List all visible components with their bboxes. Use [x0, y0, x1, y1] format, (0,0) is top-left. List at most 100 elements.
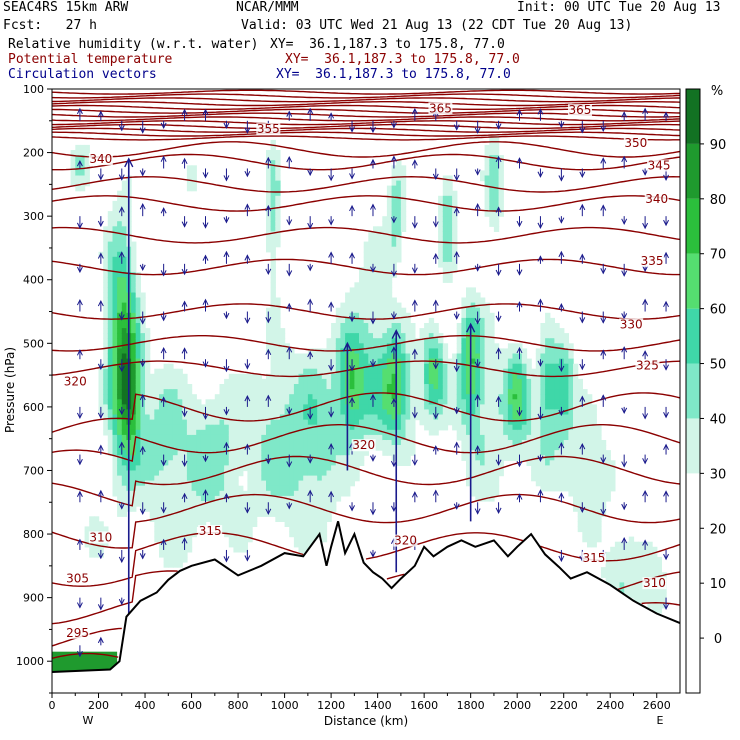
rh-cell — [177, 419, 183, 426]
rh-cell — [419, 353, 425, 360]
rh-cell — [331, 338, 337, 344]
theta-label-bg — [88, 153, 113, 166]
rh-cell — [503, 389, 509, 395]
rh-cell — [628, 567, 635, 573]
rh-cell — [493, 389, 500, 395]
rh-cell — [284, 511, 290, 517]
rh-cell — [219, 440, 225, 446]
rh-cell — [131, 353, 137, 360]
rh-cell — [382, 363, 388, 370]
theta-label: 310 — [89, 530, 112, 544]
rh-cell — [410, 429, 416, 436]
rh-cell — [526, 445, 532, 451]
rh-cell — [554, 414, 560, 421]
rh-cell — [233, 470, 239, 477]
rh-cell — [359, 338, 365, 344]
rh-cell — [628, 556, 635, 563]
rh-cell — [438, 221, 444, 227]
rh-cell — [400, 333, 407, 339]
rh-cell — [117, 216, 123, 222]
rh-cell — [117, 480, 123, 487]
rh-cell — [200, 506, 207, 512]
rh-cell — [131, 323, 137, 329]
rh-cell — [573, 506, 579, 512]
rh-cell — [563, 394, 569, 400]
rh-cell — [131, 384, 137, 390]
rh-cell — [233, 414, 239, 421]
rh-cell — [154, 404, 160, 411]
rh-cell — [386, 211, 393, 217]
rh-cell — [284, 516, 290, 522]
rh-cell — [452, 211, 458, 217]
rh-cell — [591, 495, 597, 502]
vector-arrowhead — [265, 394, 272, 401]
vector-arrowhead — [202, 172, 209, 179]
rh-cell — [512, 429, 518, 436]
rh-cell — [331, 378, 337, 385]
theta-contour — [52, 116, 680, 122]
rh-cell — [526, 363, 532, 370]
rh-cell — [605, 562, 611, 568]
rh-cell — [517, 440, 523, 446]
rh-cell — [493, 343, 500, 349]
rh-cell — [107, 256, 114, 263]
rh-cell — [503, 399, 509, 405]
rh-cell — [317, 475, 323, 482]
rh-cell — [293, 541, 300, 548]
field-vectors-xy: XY= 36.1,187.3 to 175.8, 77.0 — [276, 67, 511, 82]
rh-cell — [75, 155, 81, 161]
rh-cell — [107, 409, 114, 416]
rh-cell — [261, 450, 267, 456]
rh-cell — [317, 389, 323, 395]
rh-cell — [526, 414, 532, 421]
rh-cell — [419, 363, 425, 370]
rh-cell — [554, 343, 560, 349]
rh-cell — [335, 480, 342, 487]
rh-cell — [368, 434, 374, 441]
rh-cell — [196, 460, 202, 466]
vector-arrowhead — [495, 155, 502, 163]
rh-cell — [470, 368, 476, 375]
rh-cell — [131, 277, 137, 283]
rh-cell — [391, 323, 397, 329]
rh-cell — [545, 323, 551, 329]
theta-label: 320 — [64, 375, 87, 389]
rh-cell — [270, 190, 276, 197]
rh-cell — [405, 312, 411, 319]
vector-arrowhead — [411, 222, 418, 229]
rh-cell — [489, 338, 495, 344]
vector-arrowhead — [453, 313, 460, 320]
rh-cell — [224, 475, 230, 482]
rh-cell — [145, 460, 151, 466]
vector-arrowhead — [223, 122, 230, 130]
theta-contour — [52, 97, 680, 103]
rh-cell — [647, 562, 653, 568]
vector-arrowhead — [663, 251, 669, 259]
rh-cell — [103, 246, 109, 253]
rh-cell — [270, 389, 276, 395]
rh-cell — [382, 317, 388, 324]
rh-cell — [112, 475, 118, 482]
rh-cell — [345, 475, 351, 482]
rh-cell — [456, 343, 462, 349]
rh-cell — [168, 424, 174, 431]
rh-cell — [507, 394, 514, 400]
rh-cell — [270, 394, 276, 400]
rh-cell — [349, 465, 355, 472]
rh-cell — [303, 378, 309, 385]
rh-cell — [447, 190, 453, 197]
rh-cell — [554, 358, 560, 365]
rh-cell — [521, 378, 528, 385]
rh-cell — [107, 343, 114, 349]
rh-cell — [638, 587, 644, 594]
rh-cell — [535, 465, 542, 472]
rh-cell — [587, 399, 593, 405]
rh-cell — [112, 378, 118, 385]
rh-cell — [540, 378, 546, 385]
rh-cell — [317, 399, 323, 405]
rh-cell — [279, 409, 286, 416]
rh-cell — [177, 475, 183, 482]
rh-cell — [261, 511, 267, 517]
rh-cell — [228, 495, 235, 502]
rh-cell — [447, 226, 453, 232]
